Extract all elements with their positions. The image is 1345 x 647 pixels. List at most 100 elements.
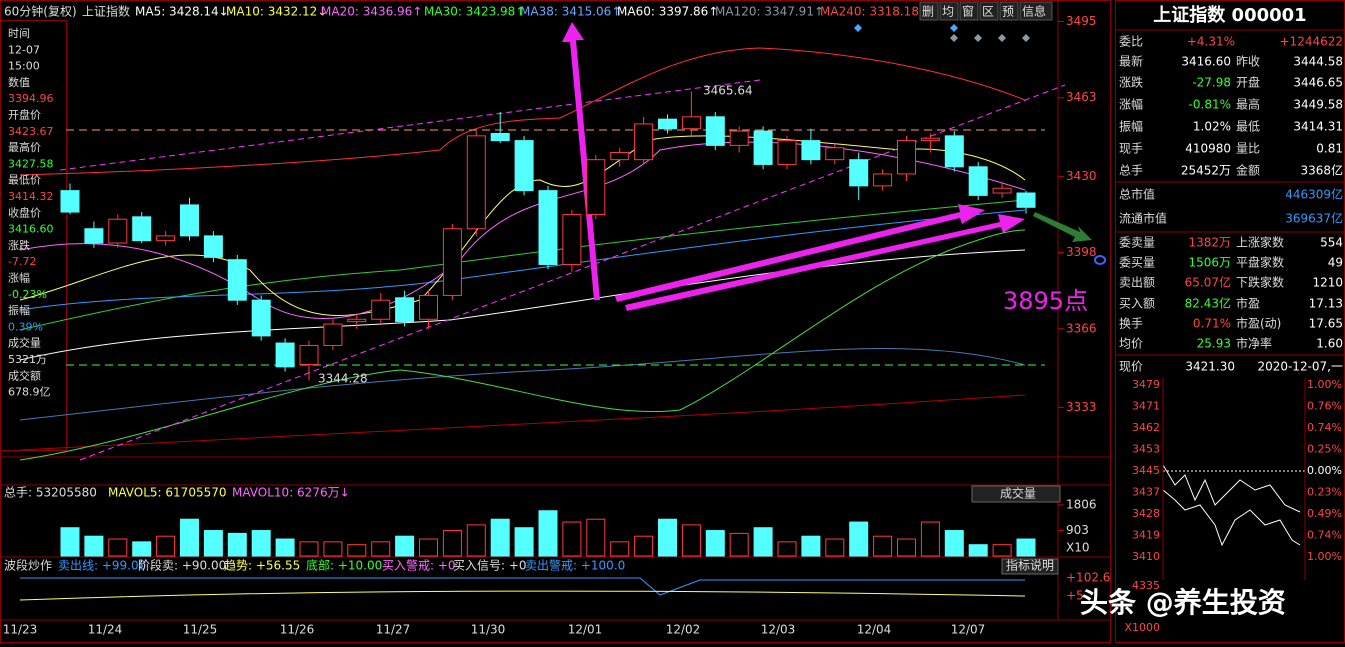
candle-body [753, 130, 773, 165]
quote-cell: 现价 [1119, 360, 1143, 374]
toolbar-button-label[interactable]: 区 [982, 5, 994, 19]
quote-cell: +4.31% [1187, 35, 1235, 49]
toolbar-button-label[interactable]: 信息 [1022, 4, 1046, 19]
y-tick-label: 3333 [1066, 400, 1097, 414]
info-label: 涨幅 [8, 272, 30, 285]
mini-chart-decor [1162, 378, 1306, 580]
volume-bar [514, 527, 534, 557]
quote-cell: +1244622 [1280, 35, 1344, 49]
quote-cell: 均价 [1119, 337, 1143, 351]
info-value: 3423.67 [8, 125, 54, 138]
quote-cell: 委卖量 [1119, 236, 1155, 250]
date-label: 11/27 [376, 623, 411, 637]
mini-right-label: 0.74% [1307, 529, 1342, 542]
toolbar-button-label[interactable]: 窗 [962, 5, 974, 19]
date-label: 11/26 [280, 623, 315, 637]
indicator-header: 阶段卖: +90.00 [138, 558, 226, 573]
info-value: 12-07 [8, 43, 40, 56]
annotation: 3895点 [1003, 287, 1088, 315]
volume-header: 总手: 53205580 [4, 486, 97, 500]
toolbar-button[interactable] [959, 1, 979, 21]
indicator-button[interactable] [1001, 558, 1059, 575]
ma-label: MA5: 3428.14↓ [135, 5, 229, 19]
volume-bar [538, 510, 558, 557]
toolbar-button-label[interactable]: 预 [1002, 5, 1014, 19]
volume-bar [562, 521, 582, 557]
indicator-button[interactable]: 指标说明 [1006, 558, 1054, 573]
mini-right-label: 1.00% [1307, 378, 1342, 391]
high-label: 3465.64 [703, 84, 753, 98]
ma-label: MA38: 3415.06↑ [520, 5, 621, 19]
quote-cell: 最新 [1119, 54, 1143, 69]
candle-body [897, 140, 916, 175]
toolbar-button[interactable] [939, 1, 959, 21]
date-label: 12/03 [761, 623, 796, 637]
quote-cell: 买入额 [1119, 297, 1155, 311]
volume-bar [442, 530, 462, 557]
toolbar-button-label[interactable]: 删 [922, 5, 934, 19]
indicator-header: 卖出警戒: +100.0 [525, 558, 625, 573]
quote-cell: 446309亿 [1285, 187, 1343, 202]
candle-body [610, 152, 630, 161]
quote-cell: 3449.58 [1293, 98, 1343, 112]
candle-body [395, 297, 415, 323]
info-value: -7.72 [8, 255, 36, 268]
candle-body [825, 147, 845, 161]
info-value: 3416.60 [8, 223, 54, 236]
info-label: 开盘价 [8, 108, 41, 122]
toolbar-button[interactable] [919, 1, 939, 21]
quote-cell: 1.02% [1193, 120, 1231, 134]
volume-bar [275, 538, 295, 557]
ma-label: MA120: 3347.91↑ [715, 5, 824, 19]
dropdown-label[interactable]: 成交量 [1000, 486, 1036, 501]
ma-label: MA10: 3432.12↓ [226, 5, 327, 19]
date-label: 12/07 [951, 623, 986, 637]
date-label: 12/04 [857, 623, 892, 637]
candle-body [84, 228, 104, 244]
volume-bar [658, 518, 677, 557]
dropdown[interactable] [971, 485, 1061, 503]
toolbar-button[interactable] [1019, 1, 1053, 21]
mini-left-label: 3453 [1132, 443, 1160, 456]
mini-right-label: 0.49% [1307, 507, 1342, 520]
toolbar-button-label[interactable]: 均 [942, 5, 954, 19]
candle-body [203, 235, 223, 258]
toolbar-button[interactable] [979, 1, 999, 21]
volume-bar [825, 538, 845, 557]
quote-cell: 25452万 [1181, 164, 1231, 178]
quote-cell: 总市值 [1119, 187, 1155, 202]
volume-bar [634, 535, 654, 557]
quote-cell: 流通市值 [1119, 211, 1167, 226]
mini-left-label: 3445 [1132, 464, 1160, 477]
volume-bar [992, 544, 1012, 557]
volume-bar [944, 530, 964, 557]
volume-bar [132, 541, 152, 557]
quote-cell: 市盈 [1236, 296, 1260, 311]
info-label: 收盘价 [8, 205, 41, 219]
ma-label: MA20: 3436.96↑ [321, 5, 422, 19]
volume-bar [968, 544, 988, 557]
volume-bar [777, 541, 797, 557]
candle-body [251, 299, 271, 337]
y-tick-label: 3430 [1066, 169, 1097, 183]
volume-bar [705, 530, 725, 557]
ma-lines [19, 47, 1066, 461]
candle-body [586, 159, 606, 215]
quote-cell: 下跌家数 [1236, 275, 1284, 290]
candle-body [729, 130, 749, 146]
quote-cell: 82.43亿 [1185, 296, 1231, 311]
info-label: 成交额 [8, 368, 41, 382]
quote-cell: 最低 [1236, 120, 1260, 134]
info-label: 最低价 [8, 174, 41, 187]
quote-cell: 平盘家数 [1236, 255, 1284, 270]
candle-body [681, 116, 701, 130]
mini-left-label: 3428 [1132, 507, 1160, 520]
quote-cell: 369637亿 [1285, 211, 1343, 226]
quote-cell: 市净率 [1236, 336, 1272, 351]
mini-left-label: 3462 [1132, 421, 1160, 434]
quote-cell: 涨跌 [1119, 75, 1143, 90]
toolbar-button[interactable] [999, 1, 1019, 21]
quote-cell: 1506万 [1188, 256, 1231, 270]
mini-left-label: 3419 [1132, 529, 1160, 542]
quote-cell: -27.98 [1192, 76, 1231, 90]
